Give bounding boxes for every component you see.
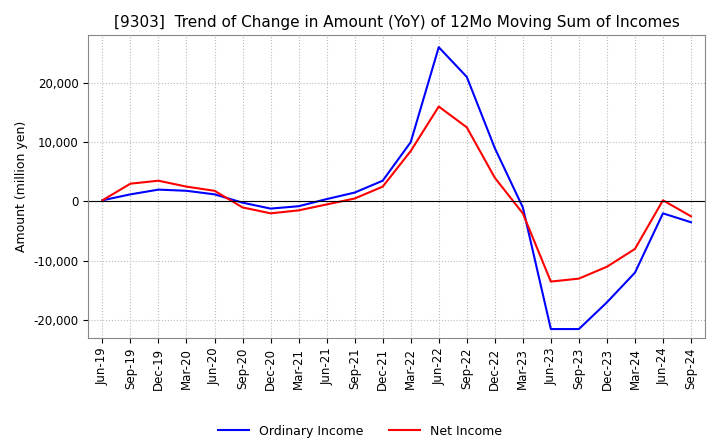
- Net Income: [462, 125, 471, 130]
- Net Income: [603, 264, 611, 269]
- Ordinary Income: [294, 204, 303, 209]
- Net Income: [659, 198, 667, 203]
- Ordinary Income: [575, 326, 583, 332]
- Net Income: [406, 148, 415, 154]
- Ordinary Income: [546, 326, 555, 332]
- Ordinary Income: [518, 205, 527, 210]
- Net Income: [323, 202, 331, 207]
- Net Income: [631, 246, 639, 252]
- Legend: Ordinary Income, Net Income: Ordinary Income, Net Income: [213, 420, 507, 440]
- Net Income: [490, 175, 499, 180]
- Net Income: [154, 178, 163, 183]
- Net Income: [434, 104, 443, 109]
- Ordinary Income: [379, 178, 387, 183]
- Net Income: [379, 184, 387, 189]
- Ordinary Income: [154, 187, 163, 192]
- Net Income: [687, 214, 696, 219]
- Title: [9303]  Trend of Change in Amount (YoY) of 12Mo Moving Sum of Incomes: [9303] Trend of Change in Amount (YoY) o…: [114, 15, 680, 30]
- Ordinary Income: [182, 188, 191, 194]
- Net Income: [518, 211, 527, 216]
- Ordinary Income: [434, 44, 443, 50]
- Ordinary Income: [603, 300, 611, 305]
- Net Income: [98, 198, 107, 203]
- Ordinary Income: [98, 198, 107, 203]
- Net Income: [126, 181, 135, 186]
- Ordinary Income: [266, 206, 275, 211]
- Net Income: [575, 276, 583, 281]
- Net Income: [238, 205, 247, 210]
- Y-axis label: Amount (million yen): Amount (million yen): [15, 121, 28, 252]
- Net Income: [210, 188, 219, 194]
- Ordinary Income: [659, 211, 667, 216]
- Ordinary Income: [462, 74, 471, 80]
- Ordinary Income: [406, 139, 415, 145]
- Ordinary Income: [323, 197, 331, 202]
- Ordinary Income: [126, 192, 135, 197]
- Net Income: [266, 211, 275, 216]
- Ordinary Income: [631, 270, 639, 275]
- Ordinary Income: [490, 146, 499, 151]
- Ordinary Income: [210, 192, 219, 197]
- Ordinary Income: [687, 220, 696, 225]
- Net Income: [351, 196, 359, 201]
- Net Income: [294, 208, 303, 213]
- Line: Net Income: Net Income: [102, 106, 691, 282]
- Ordinary Income: [238, 200, 247, 205]
- Ordinary Income: [351, 190, 359, 195]
- Net Income: [182, 184, 191, 189]
- Line: Ordinary Income: Ordinary Income: [102, 47, 691, 329]
- Net Income: [546, 279, 555, 284]
